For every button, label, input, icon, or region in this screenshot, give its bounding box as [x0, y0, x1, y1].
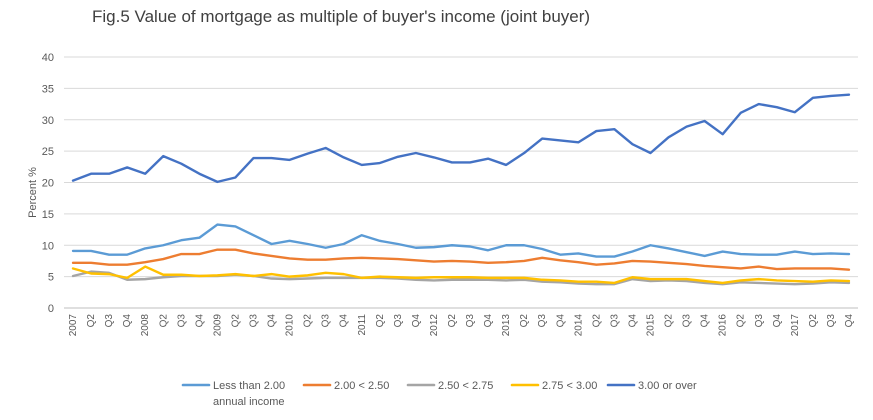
x-tick-label: Q2 — [447, 314, 458, 328]
legend-label: 3.00 or over — [638, 380, 697, 392]
x-tick-label: Q3 — [537, 314, 548, 328]
series-line-5 — [71, 93, 851, 184]
x-tick-label: Q4 — [339, 314, 350, 328]
legend-label: annual income — [213, 396, 285, 408]
y-axis-label: Percent % — [27, 167, 39, 218]
x-tick-label: 2007 — [68, 314, 79, 337]
y-tick-label: 35 — [42, 83, 54, 95]
y-tick-label: 20 — [42, 178, 54, 190]
x-tick-label: 2016 — [718, 314, 729, 337]
y-axis-ticks: 0 5 10 15 20 25 30 35 40 — [42, 52, 54, 315]
x-tick-label: Q4 — [627, 314, 638, 328]
x-tick-label: Q4 — [411, 314, 422, 328]
x-tick-label: Q4 — [844, 314, 855, 328]
x-tick-label: Q3 — [104, 314, 115, 328]
chart-title: Fig.5 Value of mortgage as multiple of b… — [92, 7, 590, 26]
x-tick-label: Q4 — [122, 314, 133, 328]
gridlines — [64, 56, 858, 278]
x-tick-label: Q2 — [808, 314, 819, 328]
x-tick-label: Q2 — [591, 314, 602, 328]
x-tick-label: Q4 — [194, 314, 205, 328]
x-tick-label: 2015 — [645, 314, 656, 337]
series-line-2 — [71, 248, 851, 271]
x-tick-label: Q2 — [86, 314, 97, 328]
x-tick-label: 2012 — [429, 314, 440, 337]
y-tick-label: 25 — [42, 146, 54, 158]
legend-label: 2.75 < 3.00 — [542, 380, 597, 392]
x-tick-label: Q3 — [465, 314, 476, 328]
x-tick-label: 2010 — [285, 314, 296, 337]
x-tick-label: Q4 — [483, 314, 494, 328]
x-tick-label: Q3 — [248, 314, 259, 328]
legend-label: 2.50 < 2.75 — [438, 380, 493, 392]
x-tick-label: Q4 — [555, 314, 566, 328]
x-tick-label: 2017 — [790, 314, 801, 337]
x-tick-label: 2014 — [573, 314, 584, 337]
legend-label: 2.00 < 2.50 — [334, 380, 389, 392]
legend-label: Less than 2.00 — [213, 380, 285, 392]
x-tick-label: 2013 — [501, 314, 512, 337]
legend: Less than 2.00 annual income 2.00 < 2.50 2.… — [181, 380, 697, 408]
y-tick-label: 5 — [48, 272, 54, 284]
x-tick-label: 2009 — [212, 314, 223, 337]
x-tick-label: Q4 — [700, 314, 711, 328]
x-tick-label: Q2 — [375, 314, 386, 328]
x-tick-label: Q3 — [321, 314, 332, 328]
x-tick-label: Q4 — [772, 314, 783, 328]
x-tick-label: Q3 — [682, 314, 693, 328]
x-tick-label: Q3 — [754, 314, 765, 328]
y-tick-label: 30 — [42, 115, 54, 127]
x-tick-label: Q3 — [609, 314, 620, 328]
x-axis-ticks: 2007 Q2 Q3 Q4 2008 Q2 Q3 Q4 2009 Q2 Q3 Q4 2010 Q2 Q3 Q4… — [68, 314, 855, 337]
x-tick-label: Q2 — [230, 314, 241, 328]
x-tick-label: Q2 — [158, 314, 169, 328]
x-tick-label: Q2 — [664, 314, 675, 328]
series-lines — [71, 93, 851, 286]
x-tick-label: Q2 — [736, 314, 747, 328]
x-tick-label: Q2 — [303, 314, 314, 328]
y-tick-label: 10 — [42, 240, 54, 252]
x-tick-label: 2011 — [357, 314, 368, 336]
x-tick-label: Q3 — [393, 314, 404, 328]
series-line-1 — [71, 223, 851, 258]
y-tick-label: 40 — [42, 52, 54, 64]
y-tick-label: 0 — [48, 303, 54, 315]
x-tick-label: Q4 — [267, 314, 278, 328]
y-tick-label: 15 — [42, 209, 54, 221]
x-tick-label: Q3 — [826, 314, 837, 328]
series-line-4 — [71, 265, 851, 285]
x-tick-label: Q2 — [519, 314, 530, 328]
x-tick-label: 2008 — [140, 314, 151, 337]
x-tick-label: Q3 — [176, 314, 187, 328]
